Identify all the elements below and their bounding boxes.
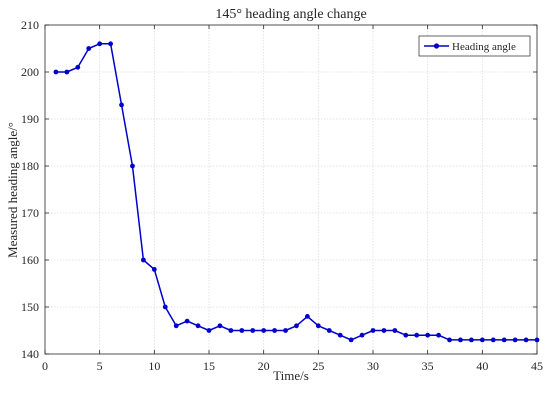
x-tick-label: 30 [367,359,379,373]
x-tick-label: 35 [422,359,434,373]
data-point [523,337,529,343]
data-point [162,304,168,310]
data-point [326,328,332,333]
y-tick-label: 210 [21,18,39,32]
y-tick-label: 200 [21,65,39,79]
data-point [283,328,288,333]
data-point [534,337,540,343]
y-tick-label: 190 [21,112,39,126]
data-point [370,328,376,333]
x-tick-label: 5 [97,359,103,373]
data-point [458,337,463,343]
data-point [173,323,179,329]
data-point [469,337,474,343]
axis-ticks: 0 5 10 15 20 25 30 35 40 45 140 150 160 170 180 190 200 2… [21,18,543,373]
y-tick-label: 180 [21,159,39,173]
data-point [436,332,441,338]
data-point [64,69,70,75]
data-point [512,337,518,343]
data-point [239,328,245,333]
data-point [305,314,310,319]
data-point [184,318,190,324]
data-point [447,337,452,343]
data-point [206,328,212,333]
data-point [359,332,365,338]
data-point [250,328,256,333]
data-point [75,64,81,70]
x-tick-label: 10 [148,359,160,373]
y-tick-label: 160 [21,253,39,267]
data-point [228,328,234,333]
series-layer [53,41,540,343]
data-point [337,332,343,338]
legend-entry-heading-angle: Heading angle [452,41,516,53]
data-point [195,323,201,329]
data-point [490,337,496,343]
data-point [97,41,103,47]
data-point [217,323,223,329]
y-tick-label: 170 [21,206,39,220]
data-point [501,337,507,343]
plot-frame [44,24,538,355]
series-line-heading-angle [55,43,537,341]
x-tick-label: 20 [258,359,270,373]
data-point [294,323,299,329]
x-tick-label: 45 [531,359,543,373]
y-tick-label: 150 [21,300,39,314]
data-point [151,267,157,272]
x-tick-label: 25 [312,359,324,373]
data-point [130,163,135,169]
legend-box [418,35,531,57]
data-point [108,41,113,47]
data-point [86,46,92,51]
data-point [425,332,431,338]
grid [45,25,537,354]
data-point [414,332,420,338]
data-point [119,102,124,108]
data-point [403,332,409,338]
data-point [348,337,354,343]
data-point [392,328,398,333]
legend: Heading angle [418,35,531,57]
data-point [315,323,321,329]
chart-title: 145° heading angle change [215,7,366,22]
data-point [53,69,59,75]
data-point [479,337,485,343]
legend-marker-sample [433,43,440,49]
x-tick-label: 40 [476,359,488,373]
x-tick-label: 0 [42,359,48,373]
data-point [261,328,267,333]
x-axis-label: Time/s [273,368,309,383]
data-point [141,257,146,263]
x-tick-label: 15 [203,359,215,373]
data-point [272,328,277,333]
data-point [381,328,387,333]
y-axis-label: Measured heading angle/° [5,122,20,258]
y-tick-label: 140 [21,347,39,361]
